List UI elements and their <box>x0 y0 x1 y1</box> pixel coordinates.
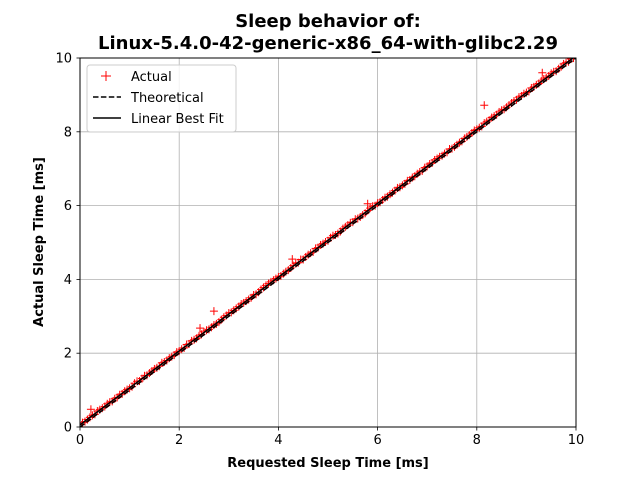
actual-point <box>363 199 372 208</box>
chart-title-line1: Sleep behavior of: <box>235 11 421 32</box>
x-axis-ticks: 0 2 4 6 8 10 <box>76 427 584 448</box>
x-tick-label: 6 <box>373 433 381 448</box>
legend-label-best-fit: Linear Best Fit <box>131 112 224 127</box>
actual-point <box>288 255 297 264</box>
grid <box>79 57 577 428</box>
legend-box <box>86 64 237 133</box>
y-tick-label: 4 <box>64 273 72 288</box>
plot-area <box>80 58 576 427</box>
y-axis-label: Actual Sleep Time [ms] <box>32 157 47 327</box>
actual-point <box>209 307 218 316</box>
legend-marker-actual <box>101 71 111 81</box>
actual-point <box>196 324 205 333</box>
y-tick-label: 6 <box>64 199 72 214</box>
x-tick-label: 0 <box>76 433 84 448</box>
y-tick-label: 2 <box>64 347 72 362</box>
y-tick-label: 0 <box>64 421 72 436</box>
axes-frame <box>79 57 577 428</box>
legend-label-actual: Actual <box>131 70 172 85</box>
actual-point <box>86 405 95 414</box>
plot-series <box>80 58 576 427</box>
best-fit-line <box>80 58 575 426</box>
theoretical-line <box>80 58 576 427</box>
y-axis-ticks: 0 2 4 6 8 10 <box>55 52 80 436</box>
x-axis-label: Requested Sleep Time [ms] <box>227 456 428 471</box>
legend: Actual Theoretical Linear Best Fit <box>86 64 237 133</box>
y-tick-label: 8 <box>64 125 72 140</box>
actual-point <box>538 68 547 77</box>
x-tick-label: 2 <box>175 433 183 448</box>
chart-title-line2: Linux-5.4.0-42-generic-x86_64-with-glibc… <box>98 33 558 54</box>
x-tick-label: 4 <box>274 433 282 448</box>
x-tick-label: 8 <box>473 433 481 448</box>
legend-label-theoretical: Theoretical <box>130 91 204 106</box>
y-tick-label: 10 <box>55 52 72 67</box>
x-tick-label: 10 <box>568 433 585 448</box>
actual-point <box>480 101 489 110</box>
